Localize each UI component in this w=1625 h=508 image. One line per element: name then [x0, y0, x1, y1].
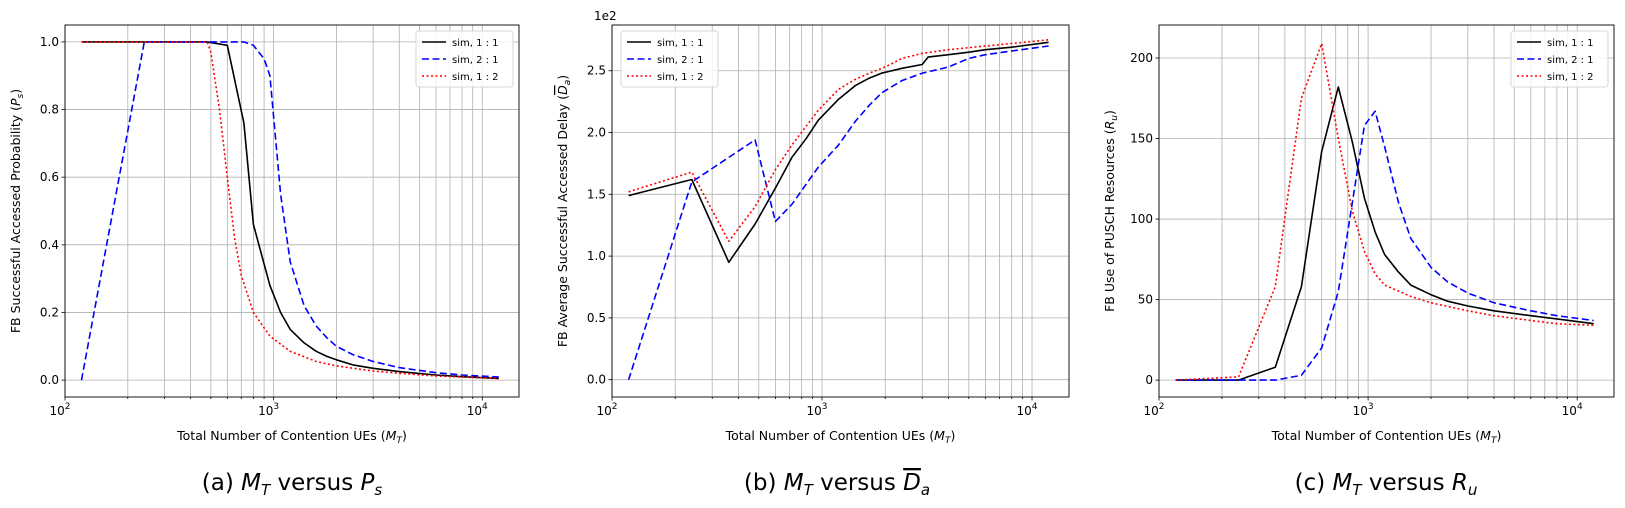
panel-caption: (b) MT versus Da [744, 470, 930, 499]
legend-label: sim, 1 : 2 [1547, 72, 1594, 83]
series-line-dashed [1175, 110, 1594, 381]
series-line-dotted [81, 41, 499, 380]
y-tick-label: 1.5 [587, 187, 606, 201]
axes-frame [611, 24, 1070, 398]
y-axis-label: FB Successful Accessed Probability (Ps) [8, 89, 26, 333]
y-tick-label: 0.4 [40, 238, 59, 252]
x-tick-label: 103 [258, 402, 279, 418]
y-tick-label: 0 [1145, 373, 1153, 387]
x-tick-label: 104 [467, 402, 488, 418]
legend: sim, 1 : 1 sim, 2 : 1 sim, 1 : 2 [1510, 30, 1609, 88]
x-tick-label: 102 [1143, 402, 1164, 418]
series-line-solid [1175, 86, 1594, 381]
legend-label: sim, 2 : 1 [452, 55, 499, 66]
series-line-solid [628, 41, 1049, 264]
axes-frame [64, 24, 520, 398]
x-axis-label: Total Number of Contention UEs (MT) [1271, 428, 1502, 446]
legend-label: sim, 1 : 2 [657, 72, 704, 83]
x-tick-label: 102 [596, 402, 617, 418]
legend-box [1510, 30, 1609, 88]
y-tick-label: 2.0 [587, 126, 606, 140]
y-offset-label: 1e2 [594, 9, 617, 23]
x-tick-label: 103 [807, 402, 828, 418]
y-tick-label: 0.6 [40, 170, 59, 184]
legend-label: sim, 2 : 1 [1547, 55, 1594, 66]
panel-caption: (a) MT versus Ps [202, 470, 383, 499]
panel-caption: (c) MT versus Ru [1295, 470, 1478, 499]
legend-box [415, 30, 514, 88]
x-tick-label: 104 [1017, 402, 1038, 418]
y-tick-label: 100 [1130, 212, 1153, 226]
y-tick-label: 1.0 [40, 35, 59, 49]
legend: sim, 1 : 1 sim, 2 : 1 sim, 1 : 2 [620, 30, 719, 88]
y-tick-label: 0.0 [40, 373, 59, 387]
x-axis-label: Total Number of Contention UEs (MT) [725, 428, 956, 446]
legend-box [620, 30, 719, 88]
legend-label: sim, 2 : 1 [657, 55, 704, 66]
panel-2: 102 103 104 0 50 100 150 200 sim, 1 : 1 sim, 2 : … [1102, 24, 1615, 499]
series-line-dashed [627, 45, 1049, 380]
y-tick-label: 0.5 [587, 311, 606, 325]
series-line-dotted [628, 39, 1049, 243]
series-line-dashed [80, 41, 499, 381]
legend-label: sim, 1 : 1 [657, 38, 704, 49]
legend-label: sim, 1 : 1 [452, 38, 499, 49]
y-tick-label: 50 [1138, 293, 1153, 307]
y-axis-label: FB Use of PUSCH Resources (Ru) [1102, 110, 1120, 312]
y-tick-label: 2.5 [587, 64, 606, 78]
legend-label: sim, 1 : 2 [452, 72, 499, 83]
y-tick-label: 0.8 [40, 103, 59, 117]
x-axis-label: Total Number of Contention UEs (MT) [176, 428, 407, 446]
x-tick-label: 102 [49, 402, 70, 418]
y-tick-label: 0.0 [587, 373, 606, 387]
x-tick-label: 104 [1562, 402, 1583, 418]
x-tick-label: 103 [1353, 402, 1374, 418]
y-tick-label: 150 [1130, 132, 1153, 146]
legend: sim, 1 : 1 sim, 2 : 1 sim, 1 : 2 [415, 30, 514, 88]
y-axis-label: FB Average Successful Accessed Delay (Da… [555, 75, 573, 347]
axes-frame [1158, 24, 1615, 398]
y-tick-label: 0.2 [40, 305, 59, 319]
y-tick-label: 1.0 [587, 249, 606, 263]
legend-label: sim, 1 : 1 [1547, 38, 1594, 49]
y-tick-label: 200 [1130, 51, 1153, 65]
